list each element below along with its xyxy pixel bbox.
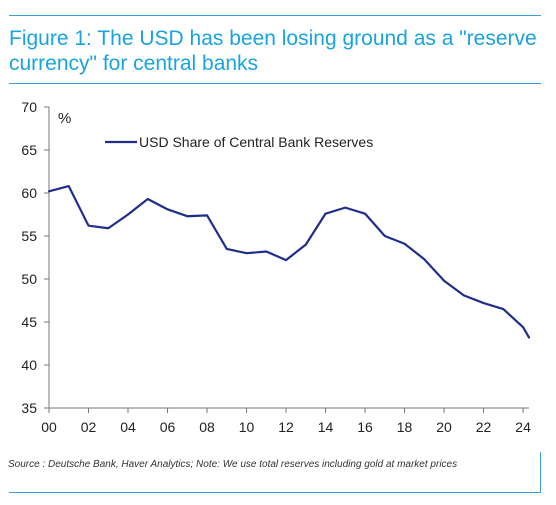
source-note: Source : Deutsche Bank, Haver Analytics;… xyxy=(8,459,458,470)
line-chart: 35 40 45 50 55 60 65 70 % 00 02 04 06 08 10 12 14 16 18 2… xyxy=(21,99,531,435)
x-tick-label: 02 xyxy=(81,419,97,435)
x-tick-label: 18 xyxy=(397,419,413,435)
x-tick-label: 04 xyxy=(120,419,136,435)
y-tick-label: 50 xyxy=(21,271,37,287)
right-rule xyxy=(540,452,541,492)
series-group xyxy=(47,185,531,339)
legend: USD Share of Central Bank Reserves xyxy=(105,134,373,150)
y-tick-label: 55 xyxy=(21,228,37,244)
y-tick-label: 70 xyxy=(21,99,37,115)
figure-title: Figure 1: The USD has been losing ground… xyxy=(9,26,539,76)
x-tick-label: 24 xyxy=(515,419,531,435)
x-tick-label: 16 xyxy=(357,419,373,435)
x-tick-label: 00 xyxy=(41,419,57,435)
y-axis-label: % xyxy=(58,110,71,127)
x-tick-label: 06 xyxy=(160,419,176,435)
y-tick-label: 45 xyxy=(21,314,37,330)
x-tick-label: 14 xyxy=(318,419,334,435)
x-tick-label: 20 xyxy=(436,419,452,435)
y-tick-label: 60 xyxy=(21,185,37,201)
x-axis: 00 02 04 06 08 10 12 14 16 18 20 22 24 xyxy=(41,407,531,435)
series-line-0 xyxy=(47,185,531,339)
x-tick-label: 10 xyxy=(239,419,255,435)
top-rule xyxy=(9,15,541,16)
title-rule xyxy=(9,83,541,84)
x-ticks: 00 02 04 06 08 10 12 14 16 18 20 22 24 xyxy=(41,408,531,435)
y-ticks: 35 40 45 50 55 60 65 70 xyxy=(21,99,49,416)
y-axis: 35 40 45 50 55 60 65 70 % xyxy=(21,99,71,416)
source-rule xyxy=(9,492,541,493)
figure-title-line-1: Figure 1: The USD has been losing ground… xyxy=(9,27,537,50)
x-tick-label: 22 xyxy=(476,419,492,435)
y-tick-label: 40 xyxy=(21,357,37,373)
y-tick-label: 35 xyxy=(21,400,37,416)
figure-title-line-2: currency" for central banks xyxy=(9,52,259,75)
x-tick-label: 08 xyxy=(199,419,215,435)
legend-label: USD Share of Central Bank Reserves xyxy=(139,134,373,150)
y-tick-label: 65 xyxy=(21,142,37,158)
x-tick-label: 12 xyxy=(278,419,294,435)
